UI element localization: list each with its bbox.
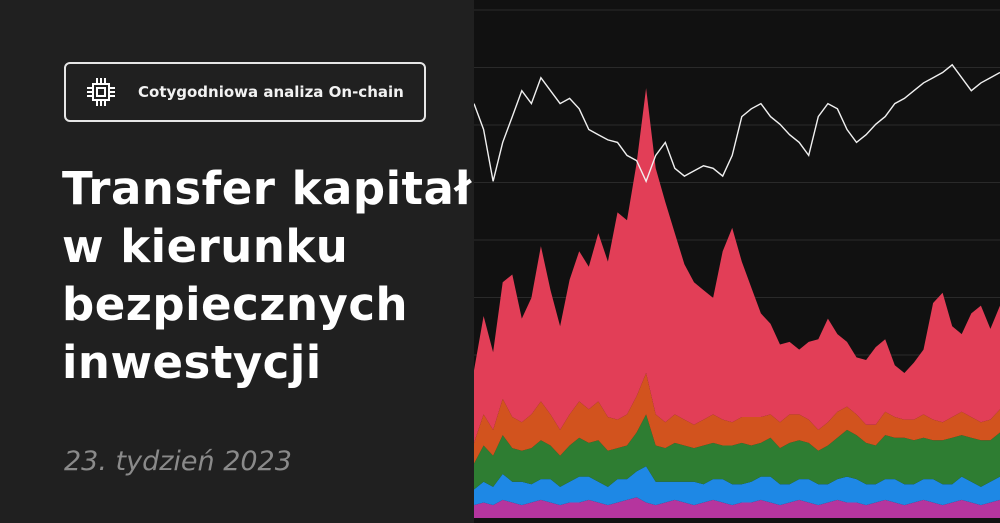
area-series-5 [474,88,1000,443]
title-line-2: w kierunku [62,220,349,273]
title-line-1: Transfer kapitału [62,162,505,215]
area-series-3 [474,414,1000,490]
area-series-2 [474,466,1000,506]
category-badge: Cotygodniowa analiza On-chain [64,62,426,122]
area-series-4 [474,373,1000,464]
week-label: 23. tydzień 2023 [64,446,292,477]
badge-label: Cotygodniowa analiza On-chain [138,83,404,101]
title-line-3: bezpiecznych [62,278,409,331]
price-line [474,63,1000,184]
stacked-area-chart [474,9,1000,518]
area-series-1 [474,497,1000,518]
title-line-4: inwestycji [62,336,322,389]
chip-icon [87,78,115,106]
page-title: Transfer kapitału w kierunku bezpiecznyc… [62,160,505,392]
text-panel: Cotygodniowa analiza On-chain Transfer k… [0,0,505,523]
chart-panel [474,0,1000,523]
